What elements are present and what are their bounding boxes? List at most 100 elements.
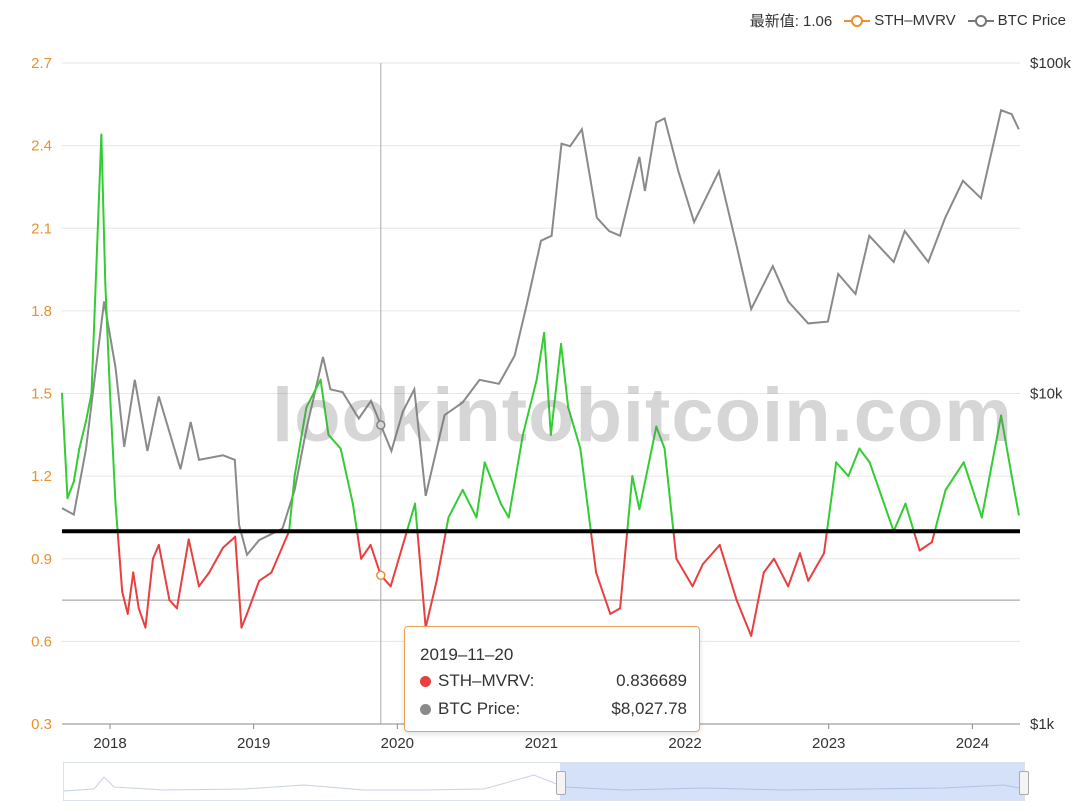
red-dot-icon [420, 675, 431, 687]
sth-mvrv-segment [435, 530, 447, 582]
sth-mvrv-segment [835, 461, 850, 478]
left-tick-label: 1.8 [31, 303, 52, 320]
sth-mvrv-segment [1000, 414, 1013, 478]
sth-mvrv-segment [389, 543, 404, 588]
sth-mvrv-segment [847, 447, 861, 478]
sth-mvrv-segment [369, 543, 382, 577]
legend-label-btc-price: BTC Price [997, 12, 1066, 29]
sth-mvrv-segment [355, 530, 363, 560]
sth-mvrv-segment [560, 342, 570, 409]
sth-mvrv-segment [762, 557, 776, 574]
sth-mvrv-segment [137, 607, 147, 629]
sth-mvrv-segment [270, 530, 291, 574]
btc-price-line [61, 108, 1020, 557]
sth-mvrv-segment [360, 543, 372, 560]
sth-mvrv-segment [798, 552, 810, 582]
sth-mvrv-segment [691, 563, 704, 588]
sth-mvrv-segment [735, 599, 753, 637]
sth-mvrv-segment [114, 502, 119, 533]
sth-mvrv-segment [595, 571, 612, 615]
sth-mvrv-segment [980, 414, 1003, 519]
sth-mvrv-segment [892, 502, 907, 533]
x-tick-label: 2018 [93, 735, 126, 752]
tooltip-row-sth-mvrv: STH–MVRV: 0.836689 [420, 671, 687, 691]
x-tick-label: 2021 [525, 735, 558, 752]
sth-mvrv-segment [619, 530, 629, 610]
sth-mvrv-segment [807, 552, 825, 582]
sth-mvrv-segment [822, 530, 828, 555]
left-tick-label: 2.4 [31, 138, 52, 155]
tooltip-label: STH–MVRV: [438, 671, 535, 690]
sth-mvrv-segment [521, 378, 538, 436]
sth-mvrv-segment [414, 502, 419, 533]
right-tick-label: $10k [1030, 386, 1063, 403]
sth-mvrv-segment [579, 447, 592, 533]
sth-mvrv-segment [157, 543, 171, 602]
sth-mvrv-segment [132, 571, 140, 610]
watermark: lookintobitcoin.com [272, 373, 1013, 458]
sth-mvrv-segment [151, 543, 160, 560]
sth-mvrv-segment [78, 420, 88, 450]
tooltip-value: 0.836689 [616, 671, 687, 690]
legend-line-icon [844, 14, 871, 27]
slider-left-handle[interactable] [556, 771, 566, 795]
chart-svg: 0.3 0.6 0.9 1.2 1.5 1.8 2.1 2.4 2.7 $1k $10k $100k 2… [31, 55, 1071, 752]
sth-mvrv-segment [401, 530, 408, 546]
sth-mvrv-segment [327, 433, 342, 450]
sth-mvrv-segment [305, 378, 322, 409]
slider-selection[interactable] [560, 763, 1024, 800]
sth-mvrv-segment [416, 530, 427, 629]
sth-mvrv-segment [933, 488, 947, 533]
slider-preview [64, 774, 1024, 792]
sth-mvrv-segment [475, 461, 486, 519]
sth-mvrv-segment [567, 406, 582, 450]
sth-mvrv-segment [483, 461, 502, 505]
sth-mvrv-segment [962, 461, 983, 519]
left-tick-label: 0.6 [31, 633, 52, 650]
right-tick-label: $1k [1030, 716, 1055, 733]
gray-dot-icon [420, 703, 431, 715]
left-tick-label: 0.3 [31, 716, 52, 733]
sth-mvrv-segment [221, 535, 237, 549]
legend-item-sth-mvrv[interactable]: STH–MVRV [844, 12, 956, 29]
sth-mvrv-segment [339, 447, 354, 505]
x-tick-label: 2022 [668, 735, 701, 752]
sth-mvrv-segment [197, 571, 211, 588]
tooltip: 2019–11–20 STH–MVRV: 0.836689 BTC Price:… [404, 626, 700, 732]
left-tick-label: 2.1 [31, 220, 52, 237]
sth-mvrv-marker [376, 570, 386, 581]
sth-mvrv-segment [234, 535, 243, 629]
sth-mvrv-segment [912, 530, 921, 552]
sth-mvrv-segment [121, 590, 129, 615]
left-tick-label: 0.9 [31, 551, 52, 568]
sth-mvrv-segment [461, 488, 478, 519]
sth-mvrv-segment [718, 543, 738, 602]
sth-mvrv-segment [631, 475, 641, 511]
left-tick-label: 1.2 [31, 468, 52, 485]
sth-mvrv-segment [168, 599, 178, 610]
sth-mvrv-segment [293, 406, 308, 478]
range-slider[interactable] [63, 762, 1029, 801]
legend-item-btc-price[interactable]: BTC Price [967, 12, 1066, 29]
sth-mvrv-segment [61, 392, 69, 500]
sth-mvrv-segment [787, 552, 801, 588]
slider-right-handle[interactable] [1019, 771, 1029, 795]
sth-mvrv-segment [904, 502, 915, 533]
sth-mvrv-segment [918, 541, 933, 552]
sth-mvrv-segment [96, 133, 103, 230]
tooltip-date: 2019–11–20 [420, 645, 514, 664]
latest-value-label: 最新值: 1.06 [749, 13, 833, 30]
sth-mvrv-segment [258, 571, 273, 582]
x-tick-label: 2024 [956, 735, 989, 752]
sth-mvrv-segment [444, 516, 450, 533]
sth-mvrv-segment [187, 538, 200, 588]
sth-mvrv-segment [208, 546, 224, 574]
sth-mvrv-segment [319, 378, 330, 436]
sth-mvrv-segment [104, 282, 112, 395]
x-tick-label: 2020 [381, 735, 414, 752]
sth-mvrv-segment [1010, 475, 1020, 516]
sth-mvrv-segment [535, 331, 546, 381]
sth-mvrv-segment [825, 461, 838, 533]
sth-mvrv-segment [868, 461, 895, 533]
sth-mvrv-segment [351, 502, 358, 533]
